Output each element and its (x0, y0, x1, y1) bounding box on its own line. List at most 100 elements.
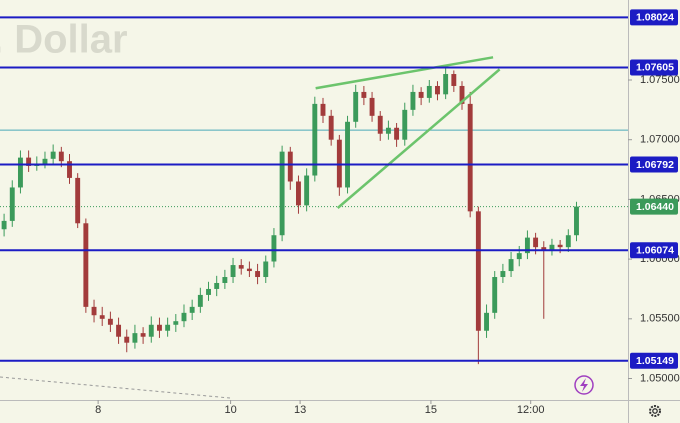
candle-body (549, 244, 555, 250)
candle-body (500, 271, 506, 278)
candle-body (132, 333, 138, 343)
candle-body (369, 97, 375, 116)
x-tick-label: 10 (224, 404, 236, 416)
candle-body (377, 115, 383, 134)
candle-body (508, 259, 514, 272)
last-price-box (630, 198, 678, 215)
settings-icon[interactable] (649, 405, 661, 417)
alert-icon[interactable] (574, 375, 594, 395)
candle-body (181, 312, 187, 322)
candle-body (206, 288, 211, 295)
candle-body (402, 109, 408, 140)
level-label-box (630, 9, 678, 26)
candle-body (541, 247, 547, 250)
level-label: 1.08024 (636, 12, 674, 24)
candle-body (557, 244, 563, 248)
y-tick-label: 1.05500 (640, 313, 680, 325)
x-tick-label: 8 (95, 404, 101, 416)
candle-body (255, 271, 261, 278)
candle-body (50, 151, 56, 159)
candle-body (524, 237, 530, 254)
candle-body (107, 318, 113, 325)
candle-body (443, 74, 449, 95)
candle-body (157, 324, 162, 331)
level-label: 1.07605 (636, 62, 674, 74)
candle-body (345, 121, 350, 188)
candle-body (328, 115, 334, 140)
candle-body (385, 127, 391, 134)
last-price-label: 1.06440 (636, 201, 674, 213)
candle-body (459, 85, 465, 104)
candle-body (435, 85, 440, 95)
candle-body (246, 268, 252, 272)
candle-body (124, 336, 130, 343)
candle-body (26, 157, 32, 166)
candle-body (140, 333, 146, 337)
candle-body (58, 151, 64, 162)
candle-body (312, 103, 318, 176)
candle-body (467, 103, 473, 212)
candle-body (42, 158, 48, 164)
candle-body (475, 211, 481, 331)
candle-body (410, 91, 416, 110)
candle-body (99, 315, 105, 319)
axis: 1.075001.070001.065001.060001.055001.050… (95, 9, 680, 416)
watermark: . Dollar (0, 18, 128, 62)
level-label-box (630, 352, 678, 369)
drawing-line (0, 376, 231, 399)
candle-body (353, 91, 359, 122)
candle-body (238, 265, 244, 269)
candle-body (516, 253, 522, 260)
trendline (336, 68, 501, 209)
candle-body (67, 161, 72, 178)
candle-body (484, 312, 489, 331)
candle-body (565, 235, 571, 248)
level-label: 1.05149 (636, 355, 674, 367)
x-tick-label: 12:00 (517, 404, 545, 416)
candle-body (1, 220, 7, 230)
candle-body (91, 306, 97, 316)
candle-body (116, 324, 122, 337)
y-tick-label: 1.07000 (640, 134, 680, 146)
candle-body (271, 235, 277, 262)
level-label-box (630, 156, 678, 173)
candle-body (83, 223, 89, 307)
candle-body (533, 237, 539, 248)
candle-body (361, 91, 367, 98)
level-label-box (630, 242, 678, 259)
candle-body (304, 175, 310, 206)
candle-body (148, 324, 154, 337)
candle-body (230, 265, 236, 278)
y-tick-label: 1.07500 (640, 74, 680, 86)
candle-body (263, 261, 269, 278)
trendline (315, 56, 494, 90)
candle-body (574, 206, 579, 236)
candle-body (173, 321, 179, 325)
level-label: 1.06792 (636, 159, 674, 171)
candle-body (451, 74, 457, 86)
candle-body (287, 151, 293, 182)
candle-body (320, 103, 326, 116)
level-label-box (630, 59, 678, 76)
candle-body (75, 177, 81, 224)
x-tick-label: 13 (294, 404, 306, 416)
candle-body (189, 306, 195, 313)
candle-body (9, 187, 15, 221)
candle-body (492, 277, 498, 313)
candle-body (418, 91, 424, 98)
candle-body (426, 85, 432, 98)
candle-body (165, 324, 171, 331)
candle-body (214, 282, 220, 289)
level-label: 1.06074 (636, 245, 674, 257)
candle-body (279, 151, 285, 236)
candle-body (17, 157, 23, 188)
candle-body (394, 127, 400, 140)
candle-body (222, 277, 228, 283)
plot (0, 16, 628, 365)
candle-body (296, 181, 301, 206)
y-tick-label: 1.05000 (640, 372, 680, 384)
candle-body (197, 294, 203, 307)
